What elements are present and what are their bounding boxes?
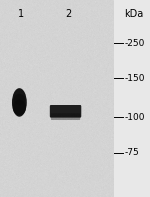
Text: -100: -100: [125, 113, 145, 122]
Text: kDa: kDa: [124, 9, 143, 19]
FancyBboxPatch shape: [50, 105, 81, 118]
Text: -150: -150: [125, 74, 145, 83]
Text: -250: -250: [125, 38, 145, 47]
Ellipse shape: [12, 88, 27, 117]
Text: 2: 2: [65, 9, 72, 19]
Text: -75: -75: [125, 148, 140, 157]
FancyBboxPatch shape: [51, 113, 80, 120]
Ellipse shape: [14, 94, 25, 105]
Text: 1: 1: [17, 9, 24, 19]
Ellipse shape: [13, 99, 26, 115]
